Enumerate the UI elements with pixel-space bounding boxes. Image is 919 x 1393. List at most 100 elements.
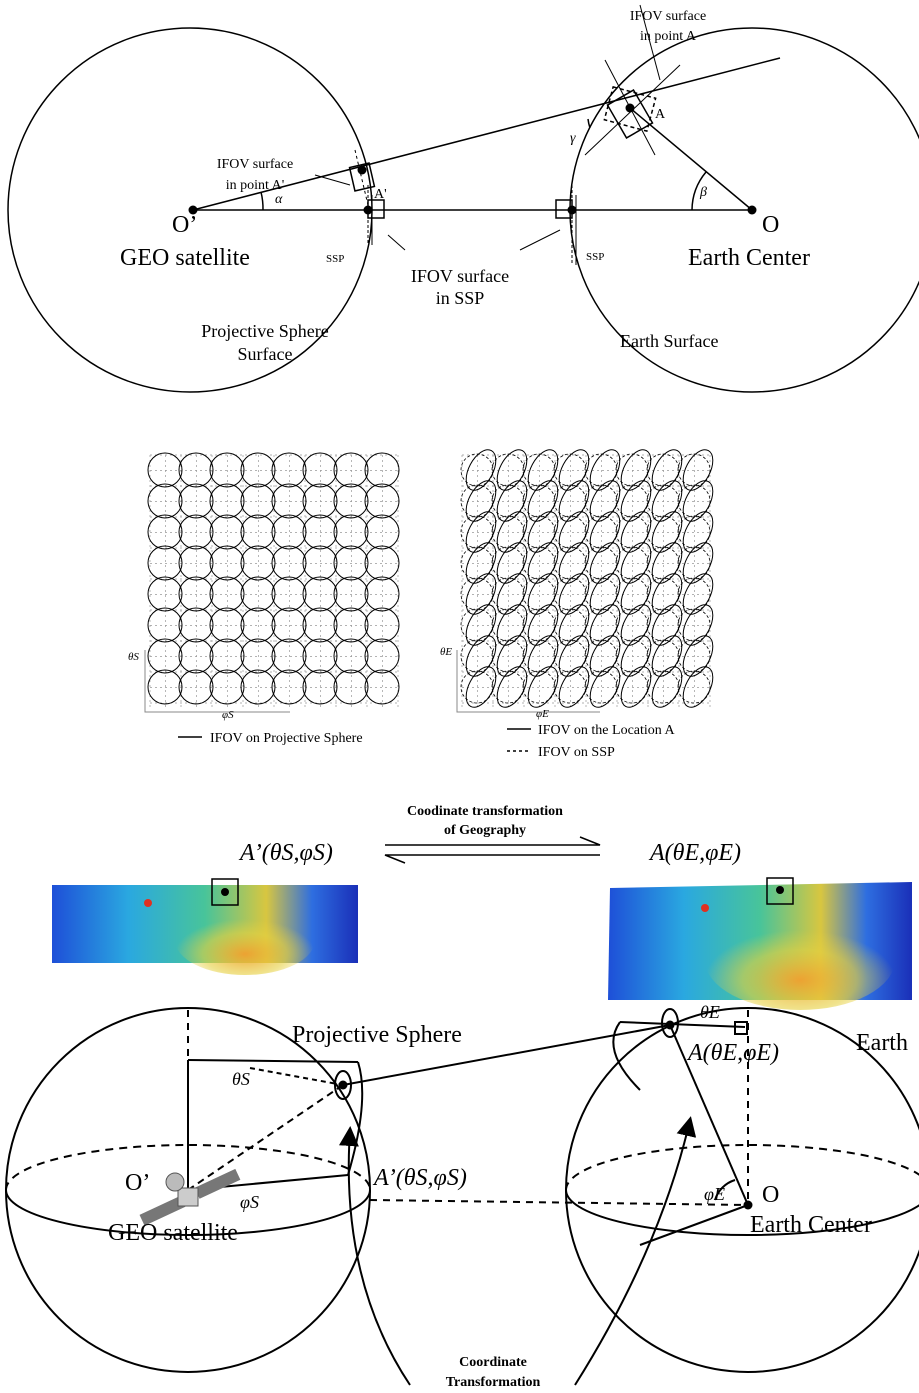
ifov-circle <box>148 577 182 611</box>
label: in SSP <box>436 288 485 308</box>
top-geometry <box>8 5 919 392</box>
ifov-circle <box>179 484 213 518</box>
label: γ <box>570 131 576 146</box>
label: A <box>655 107 666 122</box>
point-label: A’(θS,φS) <box>238 840 333 866</box>
ifov-circle <box>272 670 306 704</box>
ifov-circle <box>365 577 399 611</box>
ifov-circle <box>365 546 399 580</box>
ifov-circle <box>148 608 182 642</box>
ifov-circle <box>179 546 213 580</box>
ifov-circle <box>148 484 182 518</box>
point-label: A(θE,φE) <box>648 840 741 866</box>
ifov-circle <box>179 577 213 611</box>
ifov-circle <box>334 639 368 673</box>
heatmap-right <box>608 878 912 1010</box>
ifov-circle <box>241 639 275 673</box>
label: IFOV surface <box>217 157 293 172</box>
ifov-circle <box>210 608 244 642</box>
legend-label: IFOV on SSP <box>538 745 615 760</box>
ifov-circle <box>334 670 368 704</box>
ifov-circle <box>365 453 399 487</box>
caption: Coodinate transformation <box>407 804 563 819</box>
ifov-circle <box>210 546 244 580</box>
ifov-circle <box>179 608 213 642</box>
ifov-circle <box>303 670 337 704</box>
axis-label: φE <box>536 708 549 720</box>
ifov-circle <box>334 608 368 642</box>
ifov-circle <box>334 515 368 549</box>
diagram: IFOV surface in point A A γ IFOV surface… <box>0 0 919 1393</box>
label: A' <box>374 187 387 202</box>
label: IFOV surface <box>630 9 706 24</box>
ifov-circle <box>334 453 368 487</box>
label: IFOV surface <box>411 266 509 286</box>
ifov-circle <box>365 670 399 704</box>
label: α <box>275 192 283 207</box>
ifov-circle <box>210 484 244 518</box>
ifov-circle <box>334 546 368 580</box>
ifov-circle <box>241 608 275 642</box>
label: Projective Sphere <box>201 321 328 341</box>
ifov-circle <box>179 670 213 704</box>
label: φE <box>704 1184 725 1204</box>
ifov-circle <box>303 515 337 549</box>
label: Earth Center <box>688 245 810 271</box>
ifov-circle <box>241 546 275 580</box>
ifov-grid-left <box>148 453 400 710</box>
ifov-circle <box>272 546 306 580</box>
label: A(θE,φE) <box>686 1040 779 1066</box>
ifov-circle <box>179 639 213 673</box>
caption: Coordinate <box>459 1355 527 1370</box>
label: O <box>762 212 779 238</box>
label: Earth <box>856 1030 908 1056</box>
label: Earth Surface <box>620 331 718 351</box>
ifov-circle <box>148 453 182 487</box>
page: { "top_diagram": { "ifov_a": ["IFOV surf… <box>0 0 919 1393</box>
label: SSP <box>326 253 344 265</box>
ifov-circle <box>210 453 244 487</box>
label: GEO satellite <box>108 1220 238 1246</box>
legend-label: IFOV on the Location A <box>538 723 676 738</box>
label: Projective Sphere <box>292 1022 462 1048</box>
label: in point A <box>640 29 697 44</box>
label: A’(θS,φS) <box>372 1165 467 1191</box>
ifov-circle <box>210 577 244 611</box>
ifov-circle <box>272 639 306 673</box>
label: O’ <box>125 1170 150 1196</box>
bottom-geometry <box>6 1008 919 1385</box>
label: O’ <box>172 212 197 238</box>
ifov-circle <box>303 453 337 487</box>
grid-axes <box>145 650 600 712</box>
ifov-circle <box>241 577 275 611</box>
ifov-circle <box>210 670 244 704</box>
ifov-circle <box>272 608 306 642</box>
ifov-circle <box>365 639 399 673</box>
caption: of Geography <box>444 823 526 838</box>
ifov-circle <box>303 639 337 673</box>
ifov-circle <box>334 484 368 518</box>
ifov-circle <box>148 639 182 673</box>
ifov-circle <box>210 515 244 549</box>
ifov-circle <box>303 608 337 642</box>
ifov-circle <box>272 515 306 549</box>
ifov-circle <box>365 515 399 549</box>
ifov-circle <box>303 577 337 611</box>
ifov-circle <box>272 577 306 611</box>
ifov-circle <box>148 670 182 704</box>
legend-label: IFOV on Projective Sphere <box>210 731 363 746</box>
label: in point A' <box>226 178 285 193</box>
ifov-circle <box>241 515 275 549</box>
ifov-circle <box>365 608 399 642</box>
label: Surface <box>238 344 293 364</box>
label: Earth Center <box>750 1212 872 1238</box>
ifov-circle <box>179 453 213 487</box>
ifov-circle <box>241 453 275 487</box>
label: θS <box>232 1069 250 1089</box>
ifov-circle <box>303 484 337 518</box>
label: GEO satellite <box>120 245 250 271</box>
caption: Transformation <box>446 1375 541 1390</box>
label: SSP <box>586 251 604 263</box>
satellite <box>140 1169 241 1226</box>
ifov-circle <box>272 453 306 487</box>
